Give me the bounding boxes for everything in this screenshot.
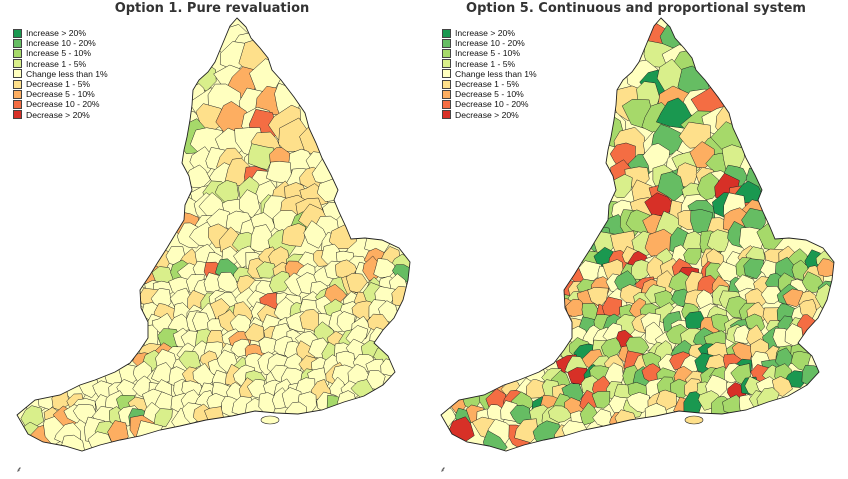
legend-swatch xyxy=(442,89,451,99)
legend-swatch xyxy=(13,69,22,79)
legend-swatch xyxy=(442,99,451,109)
legend-item: Decrease 10 - 20% xyxy=(13,99,108,109)
legend-item: Increase 10 - 20% xyxy=(13,38,108,48)
map-panel-option-1: Option 1. Pure revaluation Increase > 20… xyxy=(13,1,411,474)
district-region xyxy=(514,418,539,443)
district-region xyxy=(204,406,224,426)
legend-label: Increase > 20% xyxy=(26,28,86,39)
district-region xyxy=(696,172,719,201)
district-region xyxy=(299,309,322,333)
map-panel-option-5: Option 5. Continuous and proportional sy… xyxy=(424,0,848,479)
legend-label: Decrease 5 - 10% xyxy=(455,89,524,100)
legend-label: Decrease 5 - 10% xyxy=(26,89,95,100)
legend-item: Decrease 5 - 10% xyxy=(13,89,108,99)
district-region xyxy=(656,97,694,129)
coastline xyxy=(440,17,835,452)
legend-label: Decrease 10 - 20% xyxy=(455,99,529,110)
district-region xyxy=(269,270,291,293)
legend-swatch xyxy=(13,99,22,109)
legend-swatch xyxy=(442,79,451,89)
legend-label: Decrease > 20% xyxy=(455,109,519,120)
legend-item: Decrease 10 - 20% xyxy=(442,99,537,109)
district-region xyxy=(630,259,653,280)
map-title-option-1: Option 1. Pure revaluation xyxy=(114,1,310,16)
legend-item: Decrease > 20% xyxy=(442,110,537,120)
district-region xyxy=(760,286,784,305)
legend-label: Increase 5 - 10% xyxy=(455,48,520,59)
district-region xyxy=(281,223,306,247)
district-region xyxy=(247,143,275,170)
legend-swatch xyxy=(13,79,22,89)
england-choropleth-map-option-1 xyxy=(16,17,411,452)
district-region xyxy=(151,362,175,384)
legend-label: Increase > 20% xyxy=(455,28,515,39)
legend-label: Change less than 1% xyxy=(26,68,108,79)
legend-item: Increase 5 - 10% xyxy=(13,48,108,58)
district-region xyxy=(565,298,585,317)
district-region xyxy=(265,161,292,184)
district-region xyxy=(217,272,239,293)
legend-item: Decrease 1 - 5% xyxy=(442,79,537,89)
district-region xyxy=(224,157,251,186)
district-region xyxy=(153,408,173,428)
district-region xyxy=(743,258,764,280)
district-region xyxy=(244,322,265,342)
district-region xyxy=(707,229,731,252)
legend-item: Decrease > 20% xyxy=(13,110,108,120)
england-choropleth-map-option-5 xyxy=(440,17,835,452)
legend-label: Increase 5 - 10% xyxy=(26,48,91,59)
district-region xyxy=(801,364,824,386)
legend-item: Increase 1 - 5% xyxy=(442,59,537,69)
legend-item: Change less than 1% xyxy=(442,69,537,79)
isle-of-wight xyxy=(260,415,280,425)
legend-item: Change less than 1% xyxy=(13,69,108,79)
legend-label: Decrease 1 - 5% xyxy=(26,79,91,90)
legend-swatch xyxy=(442,69,451,79)
district-region xyxy=(380,358,402,377)
legend-label: Increase 10 - 20% xyxy=(455,38,525,49)
isles-of-scilly-inset: ⸙ xyxy=(440,465,446,474)
isles-of-scilly-inset: ⸙ xyxy=(16,465,22,474)
legend-swatch xyxy=(13,28,22,38)
legend-swatch xyxy=(442,48,451,58)
district-region xyxy=(591,391,611,409)
legend-swatch xyxy=(13,89,22,99)
district-region xyxy=(626,392,650,413)
legend-swatch xyxy=(13,59,22,69)
district-region xyxy=(60,434,85,451)
legend-swatch xyxy=(13,110,22,120)
legend-item: Increase > 20% xyxy=(13,28,108,38)
legend-label: Decrease 1 - 5% xyxy=(455,79,520,90)
legend-item: Decrease 5 - 10% xyxy=(442,89,537,99)
district-region xyxy=(683,248,702,265)
legend-item: Increase 5 - 10% xyxy=(442,48,537,58)
legend-item: Increase 10 - 20% xyxy=(442,38,537,48)
legend-label: Increase 1 - 5% xyxy=(455,58,516,69)
legend-item: Decrease 1 - 5% xyxy=(13,79,108,89)
district-region xyxy=(303,220,327,249)
legend-option-1: Increase > 20% Increase 10 - 20% Increase … xyxy=(13,28,108,120)
legend-label: Change less than 1% xyxy=(455,68,537,79)
legend-label: Decrease > 20% xyxy=(26,109,90,120)
legend-swatch xyxy=(13,38,22,48)
legend-swatch xyxy=(442,59,451,69)
legend-label: Increase 10 - 20% xyxy=(26,38,96,49)
map-title-option-5: Option 5. Continuous and proportional sy… xyxy=(466,1,806,16)
legend-item: Increase > 20% xyxy=(442,28,537,38)
legend-swatch xyxy=(442,110,451,120)
legend-swatch xyxy=(442,38,451,48)
legend-item: Increase 1 - 5% xyxy=(13,59,108,69)
legend-label: Decrease 10 - 20% xyxy=(26,99,100,110)
legend-label: Increase 1 - 5% xyxy=(26,58,87,69)
district-region xyxy=(548,405,573,423)
legend-swatch xyxy=(442,28,451,38)
district-region xyxy=(256,261,278,279)
coastline xyxy=(16,17,411,452)
legend-swatch xyxy=(13,48,22,58)
isle-of-wight xyxy=(684,415,704,425)
legend-option-5: Increase > 20% Increase 10 - 20% Increase … xyxy=(442,28,537,120)
